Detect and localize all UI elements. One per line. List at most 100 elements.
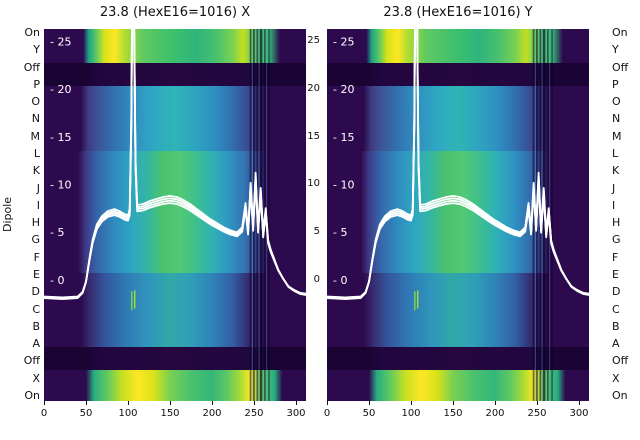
row-label-m: M (30, 129, 41, 143)
heatmap-row-off-bottom (44, 347, 306, 370)
x-tick-mark (579, 401, 580, 405)
row-label-j: J (612, 181, 616, 195)
stripe (532, 29, 535, 401)
row-label-on: On (24, 388, 40, 402)
heatmap-row-body-upper (327, 86, 589, 151)
row-label-f: F (33, 250, 40, 264)
row-label-off: Off (612, 354, 629, 368)
row-label-o: O (612, 95, 621, 109)
row-label-e: E (33, 267, 40, 281)
inner-y-tick-label: - 5 (50, 226, 64, 239)
white-trace (43, 10, 307, 299)
x-tick-label: 200 (485, 408, 505, 419)
row-label-e: E (612, 267, 619, 281)
x-tick-mark (327, 401, 328, 405)
row-label-g: G (612, 233, 621, 247)
x-tick-mark (212, 401, 213, 405)
row-label-on: On (612, 388, 628, 402)
x-tick-label: 300 (286, 408, 306, 419)
row-label-y: Y (612, 43, 619, 57)
row-label-g: G (31, 233, 40, 247)
inner-y-tick-label: - 0 (50, 274, 64, 287)
x-tick-label: 50 (79, 408, 93, 419)
inner-y-tick-label: - 10 (50, 179, 71, 192)
x-tick-mark (170, 401, 171, 405)
row-label-x: X (32, 371, 40, 385)
row-label-l: L (612, 146, 619, 160)
row-labels-right: On Y Off P O N M L K J I H G F E D C B A Off X On (612, 27, 640, 401)
row-label-k: K (612, 164, 620, 178)
x-tick-label: 150 (443, 408, 463, 419)
x-tick-mark (495, 401, 496, 405)
x-tick-label: 150 (160, 408, 180, 419)
row-label-o: O (31, 95, 40, 109)
x-tick-mark (369, 401, 370, 405)
panel-title-y: 23.8 (HexE16=1016) Y (383, 5, 533, 20)
row-label-x: X (612, 371, 620, 385)
x-tick-mark (128, 401, 129, 405)
row-label-h: H (612, 216, 621, 230)
heatmap-svg: - 25 - 20 - 15 - 10 - 5 - 0 (43, 0, 307, 401)
row-label-a: A (612, 337, 620, 351)
row-label-off: Off (23, 354, 40, 368)
stripe (551, 29, 553, 401)
y-tick-labels-between-panels: 25 20 15 10 5 0 (298, 29, 324, 401)
row-label-i: I (36, 198, 40, 212)
stripe (249, 29, 252, 401)
white-trace-bundle (43, 0, 307, 301)
row-label-k: K (32, 164, 40, 178)
inner-y-tick-labels: - 25 - 20 - 15 - 10 - 5 - 0 (50, 35, 71, 287)
row-label-j: J (36, 181, 40, 195)
heatmap-row-on-top (327, 29, 589, 63)
x-tick-label: 100 (118, 408, 138, 419)
inner-y-tick-labels: - 25 - 20 - 15 - 10 - 5 - 0 (333, 35, 354, 287)
x-tick-label: 50 (362, 408, 376, 419)
y-tick-label-outer: 20 (307, 83, 320, 94)
inner-y-tick-label: - 20 (50, 83, 71, 96)
heatmap-row-off-top (44, 63, 306, 86)
inner-y-tick-label: - 15 (50, 131, 71, 144)
inner-y-tick-label: - 10 (333, 179, 354, 192)
x-tick-label: 300 (569, 408, 589, 419)
row-labels-left: On Y Off P O N M L K J I H G F E D C B A Off X On (8, 27, 40, 401)
row-label-m: M (612, 129, 622, 143)
heatmap-panel-y: - 25 - 20 - 15 - 10 - 5 - 0 (326, 0, 590, 401)
heatmap-row-on-bottom (44, 370, 306, 401)
stripe (268, 29, 270, 401)
x-tick-mark (44, 401, 45, 405)
white-trace (326, 10, 590, 299)
inner-y-tick-label: - 20 (333, 83, 354, 96)
y-tick-label-outer: 5 (313, 226, 320, 237)
row-label-off: Off (23, 60, 40, 74)
row-label-on: On (24, 26, 40, 39)
x-tick-label: 200 (202, 408, 222, 419)
inner-y-tick-label: - 5 (333, 226, 347, 239)
white-trace-bundle (326, 0, 590, 301)
x-tick-label: 100 (401, 408, 421, 419)
x-axis-ticks: 0 50 100 150 200 250 300 0 50 100 150 200 250 300 (0, 401, 640, 427)
x-tick-label: 250 (527, 408, 547, 419)
y-tick-label-outer: 10 (307, 178, 320, 189)
x-tick-label: 250 (244, 408, 264, 419)
row-label-d: D (31, 285, 40, 299)
heatmap-row-on-bottom (327, 370, 589, 401)
heatmap-row-off-bottom (327, 347, 589, 370)
row-label-off: Off (612, 60, 629, 74)
row-label-p: P (612, 77, 619, 91)
inner-y-tick-label: - 25 (50, 35, 71, 48)
heatmap-svg: - 25 - 20 - 15 - 10 - 5 - 0 (326, 0, 590, 401)
x-tick-mark (86, 401, 87, 405)
heatmap-panel-x: - 25 - 20 - 15 - 10 - 5 - 0 (43, 0, 307, 401)
x-tick-label: 0 (40, 408, 48, 419)
row-label-n: N (31, 112, 40, 126)
inner-y-tick-label: - 0 (333, 274, 347, 287)
row-label-p: P (33, 77, 40, 91)
inner-y-tick-label: - 15 (333, 131, 354, 144)
x-tick-mark (411, 401, 412, 405)
y-tick-label-outer: 25 (307, 35, 320, 46)
row-label-b: B (32, 319, 40, 333)
row-label-b: B (612, 319, 620, 333)
row-label-i: I (612, 198, 616, 212)
row-label-y: Y (33, 43, 40, 57)
row-label-h: H (31, 216, 40, 230)
